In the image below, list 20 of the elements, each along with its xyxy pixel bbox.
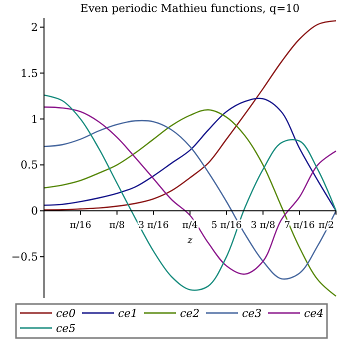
x-tick-label: π/4: [182, 220, 198, 231]
x-tick-label: π/8: [109, 220, 125, 231]
legend-label: ce0: [56, 306, 76, 320]
legend-label: ce3: [242, 306, 262, 320]
legend-label: ce2: [180, 306, 200, 320]
y-tick-label: 0: [31, 204, 38, 218]
x-axis-title: z: [186, 236, 193, 246]
x-tick-label: π/16: [70, 220, 92, 231]
legend-label: ce5: [56, 322, 76, 335]
legend-label: ce4: [304, 306, 324, 320]
line-series: [43, 98, 337, 212]
x-tick-label: 3 π/16: [138, 220, 169, 231]
y-tick-label: 1: [31, 112, 38, 126]
chart-title: Even periodic Mathieu functions, q=10: [80, 2, 300, 15]
y-tick-label: 1.5: [20, 66, 38, 80]
legend-label: ce1: [118, 306, 138, 320]
y-tick-label: 2: [31, 21, 38, 34]
y-tick-label: −0.5: [11, 250, 38, 264]
y-tick-label: 0.5: [20, 158, 38, 172]
x-tick-label: 3 π/8: [250, 220, 276, 231]
